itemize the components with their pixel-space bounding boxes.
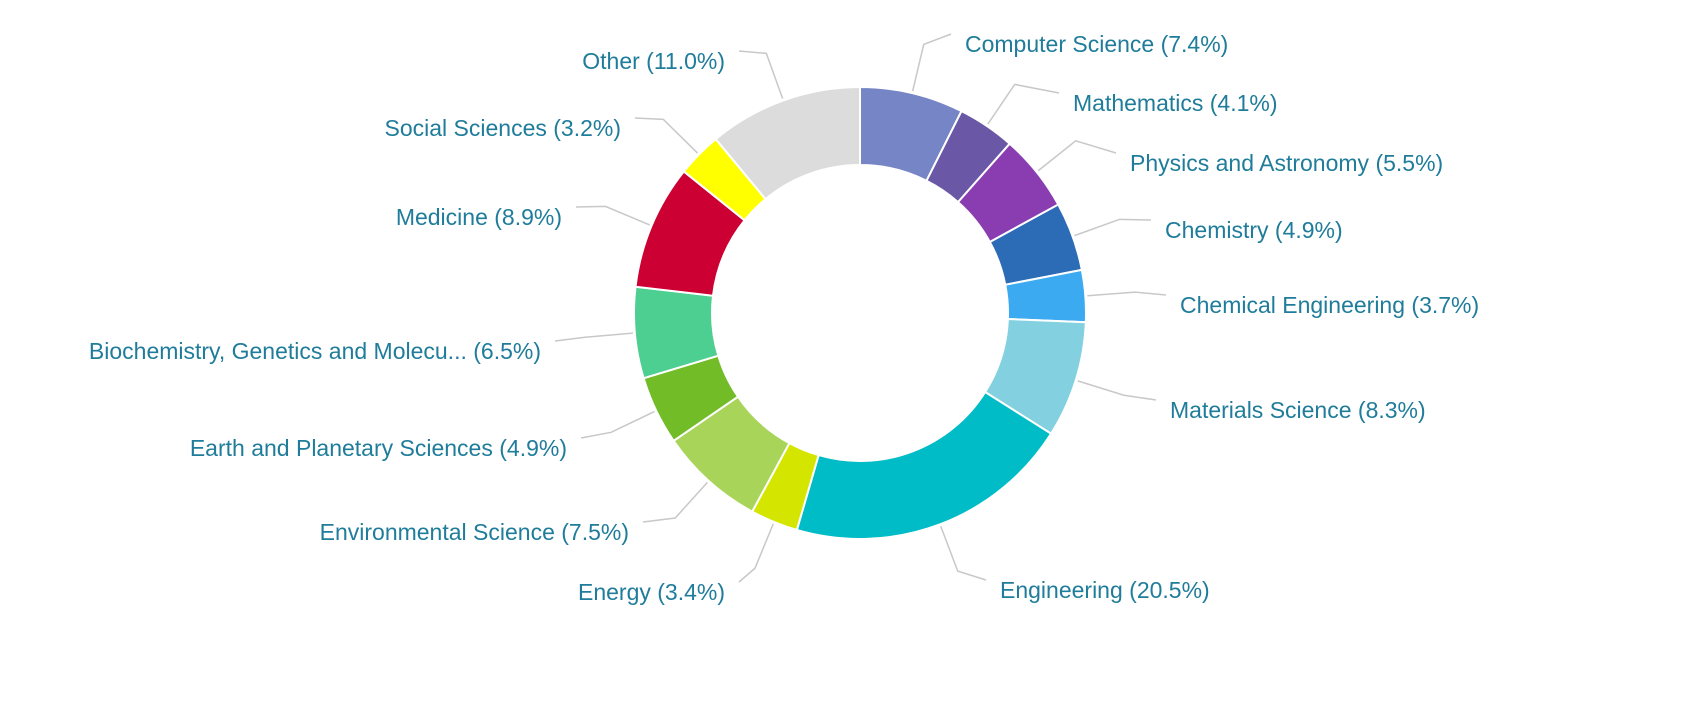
- leader-line: [738, 523, 774, 583]
- category-label: Energy: [578, 579, 651, 605]
- value-label: (7.4%): [1161, 31, 1229, 57]
- leader-line: [940, 525, 987, 581]
- category-label: Mathematics: [1073, 90, 1203, 116]
- leader-line: [1077, 380, 1157, 401]
- category-label: Earth and Planetary Sciences: [190, 435, 493, 461]
- data-label: Earth and Planetary Sciences (4.9%): [190, 435, 567, 461]
- value-label: (5.5%): [1375, 150, 1443, 176]
- value-label: (11.0%): [646, 48, 725, 74]
- category-label: Engineering: [1000, 577, 1123, 603]
- value-label: (3.4%): [657, 579, 725, 605]
- donut-segment: [714, 85, 861, 201]
- category-label: Chemistry: [1165, 217, 1269, 243]
- value-label: (7.5%): [561, 519, 629, 545]
- data-label: Energy (3.4%): [578, 579, 725, 605]
- data-label: Environmental Science (7.5%): [320, 519, 629, 545]
- leader-line: [575, 205, 650, 226]
- value-label: (8.9%): [494, 204, 562, 230]
- category-label: Materials Science: [1170, 397, 1352, 423]
- category-label: Computer Science: [965, 31, 1154, 57]
- category-label: Medicine: [396, 204, 488, 230]
- leader-line: [987, 83, 1060, 125]
- category-label: Chemical Engineering: [1180, 292, 1405, 318]
- value-label: (20.5%): [1129, 577, 1210, 603]
- data-label: Medicine (8.9%): [396, 204, 562, 230]
- leader-line: [911, 33, 952, 92]
- data-label: Physics and Astronomy (5.5%): [1130, 150, 1443, 176]
- data-label: Chemistry (4.9%): [1165, 217, 1343, 243]
- leader-line: [1037, 139, 1117, 172]
- donut-segment: [795, 390, 1053, 540]
- data-label: Mathematics (4.1%): [1073, 90, 1278, 116]
- leader-line: [554, 332, 633, 342]
- data-label: Chemical Engineering (3.7%): [1180, 292, 1479, 318]
- category-label: Environmental Science: [320, 519, 555, 545]
- leader-line: [1074, 218, 1152, 237]
- leader-line: [580, 410, 655, 439]
- value-label: (8.3%): [1358, 397, 1426, 423]
- data-label: Biochemistry, Genetics and Molecu... (6.…: [89, 338, 541, 364]
- value-label: (3.7%): [1411, 292, 1479, 318]
- data-label: Materials Science (8.3%): [1170, 397, 1426, 423]
- value-label: (3.2%): [553, 115, 621, 141]
- leader-line: [634, 117, 699, 154]
- category-label: Physics and Astronomy: [1130, 150, 1370, 176]
- category-label: Other: [582, 48, 640, 74]
- data-label: Other (11.0%): [582, 48, 725, 74]
- leader-line: [738, 50, 784, 99]
- data-label: Engineering (20.5%): [1000, 577, 1210, 603]
- value-label: (4.9%): [499, 435, 567, 461]
- value-label: (6.5%): [473, 338, 541, 364]
- data-label: Computer Science (7.4%): [965, 31, 1228, 57]
- leader-line: [1087, 291, 1167, 297]
- data-label: Social Sciences (3.2%): [385, 115, 622, 141]
- value-label: (4.9%): [1275, 217, 1343, 243]
- leader-line: [642, 481, 708, 523]
- value-label: (4.1%): [1210, 90, 1278, 116]
- category-label: Biochemistry, Genetics and Molecu...: [89, 338, 467, 364]
- category-label: Social Sciences: [385, 115, 547, 141]
